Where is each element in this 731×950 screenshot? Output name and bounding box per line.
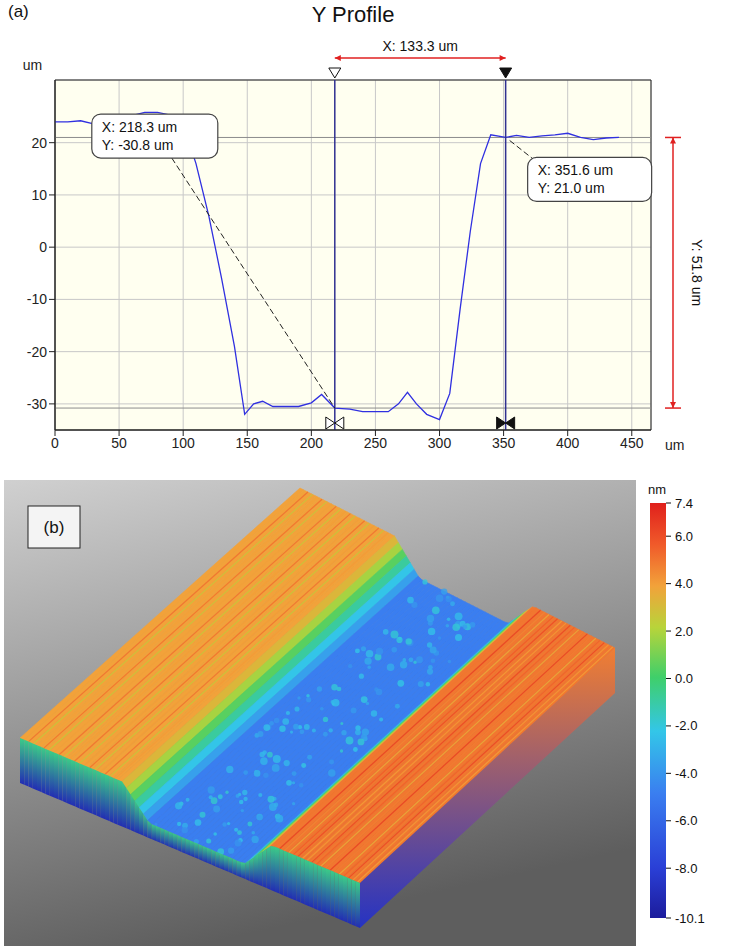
svg-text:-10: -10 (27, 291, 47, 307)
svg-text:X: 218.3 um: X: 218.3 um (102, 119, 177, 135)
svg-text:450: 450 (620, 435, 644, 451)
svg-text:4.0: 4.0 (675, 576, 693, 591)
svg-text:Y: 21.0 um: Y: 21.0 um (538, 180, 605, 196)
svg-text:100: 100 (171, 435, 195, 451)
svg-text:X: 133.3 um: X: 133.3 um (382, 38, 458, 54)
svg-text:300: 300 (428, 435, 452, 451)
svg-text:200: 200 (300, 435, 324, 451)
svg-text:10: 10 (31, 187, 47, 203)
svg-text:-30: -30 (27, 396, 47, 412)
html-text:Y Profile: Y Profile (311, 2, 395, 27)
svg-text:400: 400 (556, 435, 580, 451)
svg-text:um: um (665, 437, 684, 453)
svg-text:-2.0: -2.0 (675, 718, 697, 733)
svg-text:150: 150 (236, 435, 260, 451)
svg-text:20: 20 (31, 135, 47, 151)
svg-text:-20: -20 (27, 344, 47, 360)
svg-text:0.0: 0.0 (675, 671, 693, 686)
svg-text:(b): (b) (44, 518, 65, 537)
svg-text:0: 0 (39, 239, 47, 255)
svg-text:-10.1: -10.1 (675, 911, 705, 926)
svg-text:um: um (23, 57, 42, 73)
svg-text:nm: nm (648, 482, 666, 497)
svg-text:6.0: 6.0 (675, 529, 693, 544)
svg-text:-8.0: -8.0 (675, 861, 697, 876)
svg-text:7.4: 7.4 (675, 496, 693, 511)
svg-text:50: 50 (111, 435, 127, 451)
html-text:(a): (a) (8, 2, 29, 21)
svg-text:2.0: 2.0 (675, 624, 693, 639)
svg-text:0: 0 (51, 435, 59, 451)
svg-text:-4.0: -4.0 (675, 766, 697, 781)
svg-text:350: 350 (492, 435, 516, 451)
svg-text:Y: -30.8 um: Y: -30.8 um (102, 137, 174, 153)
svg-text:X: 351.6 um: X: 351.6 um (538, 162, 614, 178)
svg-text:-6.0: -6.0 (675, 813, 697, 828)
svg-text:Y: 51.8 um: Y: 51.8 um (689, 239, 705, 306)
svg-text:250: 250 (364, 435, 388, 451)
